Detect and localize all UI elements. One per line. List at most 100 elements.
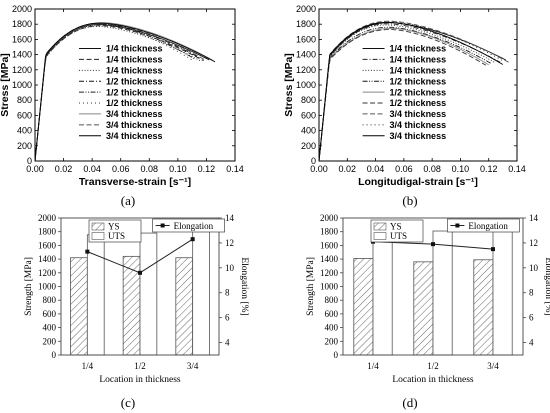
y-axis-label: Strength [MPa] <box>306 257 316 316</box>
legend-entry-uts: UTS <box>390 231 407 241</box>
x-tick-label: 0.00 <box>310 164 328 174</box>
chart-b-stress-strain-longitudinal: 0 200 400 600 800 1000 1200 1400 1600 1800 2000 0.0… <box>283 4 526 188</box>
y-tick-label: 2000 <box>296 4 316 14</box>
legend-entry-elongation: Elongation <box>468 221 508 231</box>
x-tick-label: 0.08 <box>141 164 159 174</box>
y2-tick-label: 12 <box>225 238 234 248</box>
bar-uts <box>372 231 393 356</box>
legend-entry: 3/4 thickness <box>106 131 163 141</box>
y-tick-label: 200 <box>301 141 316 151</box>
legend-entry: 1/2 thickness <box>106 87 163 97</box>
x-tick-label: 0.02 <box>55 164 73 174</box>
x-tick-label: 0.06 <box>395 164 413 174</box>
y-tick-label: 200 <box>43 336 57 346</box>
legend-entry: 1/2 thickness <box>390 98 447 108</box>
bar-ys <box>413 261 434 356</box>
y-tick-label: 0 <box>311 156 316 166</box>
x-tick-label: 0.12 <box>198 164 216 174</box>
y2-tick-label: 10 <box>225 263 235 273</box>
elongation-point <box>431 242 435 247</box>
y-tick-label: 1800 <box>296 19 316 29</box>
panel-label-a: (a) <box>121 193 135 208</box>
y-tick-label: 800 <box>43 295 57 305</box>
y2-tick-label: 12 <box>529 238 538 248</box>
category-label: 1/4 <box>82 361 94 371</box>
x-tick-label: 0.06 <box>112 164 130 174</box>
y2-tick-label: 14 <box>225 213 235 223</box>
series-line <box>318 21 504 162</box>
y-tick-label: 2000 <box>38 213 57 223</box>
bar-uts <box>139 232 158 356</box>
y-axis-label: Strength [MPa] <box>24 257 34 316</box>
y-tick-label: 1400 <box>38 254 57 264</box>
x-axis-label: Location in thickness <box>392 375 474 385</box>
y-tick-label: 800 <box>301 95 316 105</box>
x-tick-label: 0.14 <box>508 164 526 174</box>
series-line <box>318 21 505 162</box>
x-axis-label: Location in thickness <box>99 375 181 385</box>
legend-entry: 1/2 thickness <box>390 87 447 97</box>
bar-uts <box>492 231 513 356</box>
y-tick-label: 0 <box>27 156 32 166</box>
y-tick-label: 1600 <box>296 34 316 44</box>
legend-entry: 3/4 thickness <box>106 109 163 119</box>
chart-c-strength-elongation: 1/4 1/2 3/4 0 200 400 600 800 1000 1200 1400 1600 18… <box>24 213 249 385</box>
legend-swatch-uts <box>373 232 387 240</box>
category-label: 1/2 <box>134 361 146 371</box>
y-tick-label: 1400 <box>12 50 32 60</box>
legend-swatch-ys <box>91 222 105 231</box>
series-line <box>34 22 216 162</box>
y-tick-label: 1000 <box>320 282 339 292</box>
legend-entry: 3/4 thickness <box>106 120 163 130</box>
x-tick-label: 0.04 <box>83 164 101 174</box>
y2-axis-label: Elongation [%] <box>543 257 550 315</box>
legend-entry: 1/4 thickness <box>390 66 447 76</box>
y-tick-label: 600 <box>325 309 339 319</box>
legend-entry-ys: YS <box>390 222 402 232</box>
legend-entry-uts: UTS <box>108 231 125 241</box>
legend-entry: 1/2 thickness <box>390 76 447 86</box>
bar-ys <box>473 259 494 356</box>
y-tick-label: 1000 <box>296 80 316 90</box>
legend-entry: 1/4 thickness <box>390 55 447 65</box>
y-tick-label: 1600 <box>38 240 57 250</box>
y2-tick-label: 8 <box>225 288 230 298</box>
x-tick-label: 0.10 <box>169 164 187 174</box>
bar-ys <box>175 257 194 356</box>
y-tick-label: 400 <box>301 126 316 136</box>
series-line <box>318 23 501 162</box>
elongation-point <box>85 249 90 254</box>
y-tick-label: 1600 <box>12 34 32 44</box>
elongation-point <box>190 237 195 242</box>
legend-entry: 3/4 thickness <box>390 109 447 119</box>
y-tick-label: 0 <box>334 350 339 360</box>
legend-entry-ys: YS <box>108 222 120 232</box>
legend-entry: 1/2 thickness <box>106 98 163 108</box>
y-tick-label: 1200 <box>38 268 57 278</box>
y2-tick-label: 4 <box>225 338 230 348</box>
series-line <box>318 27 489 162</box>
y-tick-label: 1800 <box>38 227 57 237</box>
y2-tick-label: 6 <box>529 313 534 323</box>
y-tick-label: 400 <box>17 126 32 136</box>
x-tick-label: 0.00 <box>26 164 44 174</box>
y2-tick-label: 10 <box>529 263 539 273</box>
bar-ys <box>353 258 374 356</box>
legend-swatch-uts <box>91 232 105 240</box>
legend-entry: 3/4 thickness <box>390 120 447 130</box>
y2-tick-label: 8 <box>529 288 534 298</box>
legend-entry: 1/4 thickness <box>106 55 163 65</box>
y2-tick-label: 4 <box>529 338 534 348</box>
legend-entry: 1/4 thickness <box>390 44 447 54</box>
series-line <box>318 26 492 162</box>
category-label: 1/4 <box>367 361 379 371</box>
bar-uts <box>432 230 453 356</box>
y-axis-label: Stress [MPa] <box>0 53 11 117</box>
y-tick-label: 2000 <box>320 213 339 223</box>
y-tick-label: 800 <box>17 95 32 105</box>
y-tick-label: 0 <box>52 350 57 360</box>
x-tick-label: 0.02 <box>339 164 357 174</box>
legend-entry: 1/2 thickness <box>106 76 163 86</box>
y-tick-label: 200 <box>17 141 32 151</box>
bar-ys <box>122 255 141 356</box>
